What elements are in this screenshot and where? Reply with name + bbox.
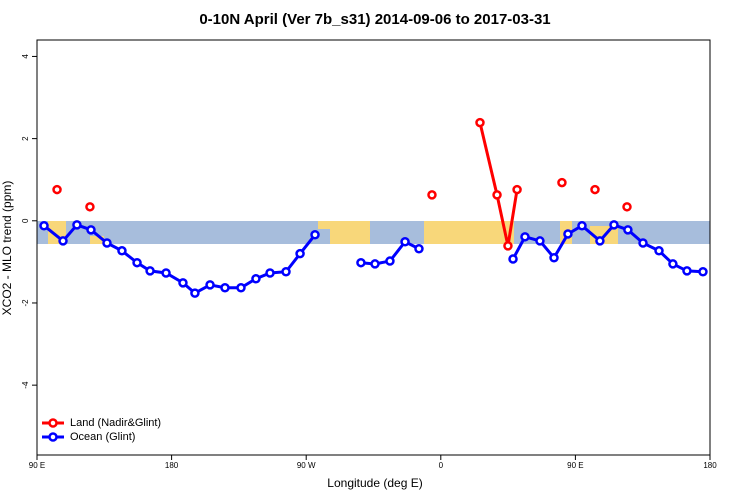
data-point xyxy=(549,253,559,263)
data-point xyxy=(265,268,275,278)
data-point xyxy=(512,184,522,195)
x-tick-label: 0 xyxy=(439,461,444,470)
land-strip xyxy=(330,221,370,244)
data-point xyxy=(492,190,502,200)
y-tick-label: 2 xyxy=(21,136,30,141)
y-tick-label: 4 xyxy=(21,54,30,59)
data-point xyxy=(205,280,215,290)
data-point xyxy=(39,220,49,231)
data-point xyxy=(310,230,320,240)
legend-marker xyxy=(48,418,58,428)
data-point xyxy=(58,236,68,246)
data-point xyxy=(400,236,410,247)
plot-frame xyxy=(36,39,711,456)
data-point xyxy=(385,256,395,266)
land-strip xyxy=(318,221,330,229)
data-point xyxy=(638,238,648,248)
legend-label: Land (Nadir&Glint) xyxy=(70,417,161,429)
data-point xyxy=(577,220,587,231)
data-point xyxy=(236,283,246,293)
data-point xyxy=(535,236,545,246)
data-point xyxy=(682,266,692,276)
land-strip xyxy=(90,236,104,244)
data-point xyxy=(251,273,261,284)
x-tick-label: 180 xyxy=(165,461,179,470)
data-point xyxy=(609,220,619,230)
chart-title: 0-10N April (Ver 7b_s31) 2014-09-06 to 2… xyxy=(199,11,550,28)
data-point xyxy=(178,278,188,288)
y-tick-label: -4 xyxy=(21,381,30,389)
data-point xyxy=(590,184,600,195)
data-point xyxy=(161,268,171,278)
data-point xyxy=(595,236,605,246)
x-axis-label: Longitude (deg E) xyxy=(327,476,422,490)
data-point xyxy=(117,246,127,256)
data-point xyxy=(622,202,632,212)
data-point xyxy=(414,243,424,254)
data-point xyxy=(654,246,664,256)
data-point xyxy=(281,266,291,277)
data-point xyxy=(86,225,96,235)
x-tick-label: 180 xyxy=(703,461,717,470)
data-point xyxy=(508,254,518,264)
data-point xyxy=(563,229,573,239)
data-point xyxy=(102,238,112,248)
data-point xyxy=(698,266,708,277)
legend-label: Ocean (Glint) xyxy=(70,431,135,443)
x-tick-label: 90 E xyxy=(567,461,583,470)
data-point xyxy=(427,190,437,200)
data-point xyxy=(85,202,95,212)
data-point xyxy=(557,177,567,188)
x-tick-label: 90 E xyxy=(29,461,45,470)
data-point xyxy=(132,257,142,268)
data-point xyxy=(475,117,485,128)
land-strip xyxy=(424,221,514,244)
y-axis-label: XCO2 - MLO trend (ppm) xyxy=(0,181,14,316)
data-point xyxy=(356,257,366,268)
data-point xyxy=(72,220,82,230)
data-point xyxy=(220,283,230,293)
data-point xyxy=(145,266,155,276)
data-point xyxy=(370,259,380,269)
data-point xyxy=(295,248,305,259)
data-point xyxy=(52,184,62,195)
data-point xyxy=(520,232,530,242)
y-tick-label: -2 xyxy=(21,299,30,307)
series-line xyxy=(478,122,519,247)
data-point xyxy=(668,259,678,269)
data-point xyxy=(623,225,633,235)
x-tick-label: 90 W xyxy=(297,461,316,470)
data-point xyxy=(503,241,513,251)
data-point xyxy=(190,288,200,298)
legend-marker xyxy=(48,432,58,442)
y-tick-label: 0 xyxy=(21,218,30,223)
